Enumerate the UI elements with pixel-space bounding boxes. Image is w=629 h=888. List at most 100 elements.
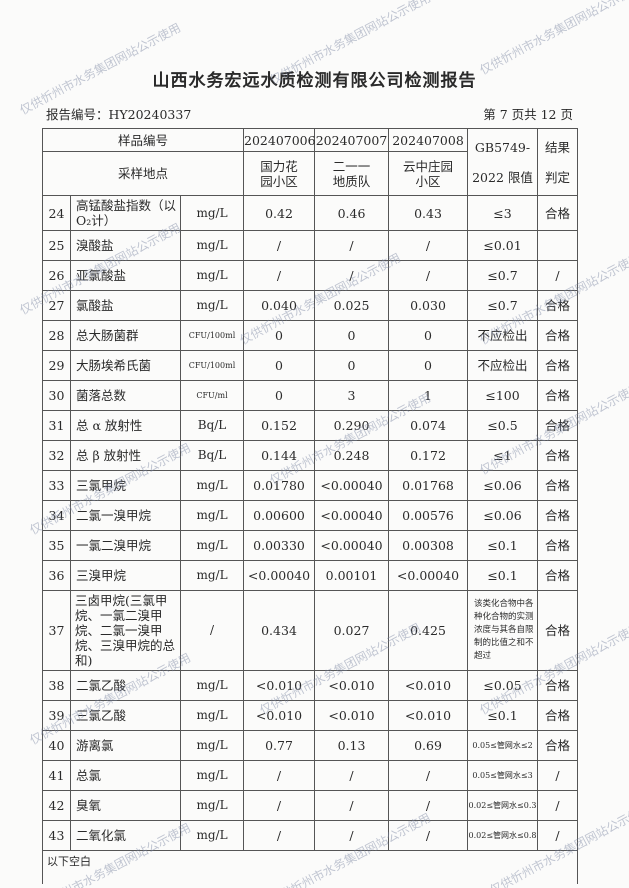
row-number: 27 xyxy=(42,290,71,321)
limit: ≤3 xyxy=(467,195,539,231)
value-1: 0.01780 xyxy=(243,470,316,501)
value-2: <0.00040 xyxy=(314,470,390,501)
table-row: 28 总大肠菌群 CFU/100ml 0 0 0 不应检出 合格 xyxy=(42,320,579,351)
item-name: 二氯乙酸 xyxy=(70,670,181,701)
value-1: / xyxy=(243,230,316,261)
row-number: 32 xyxy=(42,440,71,471)
row-number: 30 xyxy=(42,380,71,411)
table-row: 26 亚氯酸盐 mg/L / / / ≤0.7/ xyxy=(42,260,579,291)
value-3: 0.01768 xyxy=(388,470,469,501)
result: 合格 xyxy=(537,440,579,471)
row-number: 39 xyxy=(42,700,71,731)
sample-no: 202407007 xyxy=(314,128,390,152)
limit: 0.05≤管网水≤3 xyxy=(467,760,539,791)
value-1: / xyxy=(243,260,316,291)
item-name: 菌落总数 xyxy=(70,380,181,411)
row-number: 29 xyxy=(42,350,71,381)
value-3: 0 xyxy=(388,350,469,381)
value-2: / xyxy=(314,790,390,821)
limit: ≤0.1 xyxy=(467,700,539,731)
limit: ≤0.7 xyxy=(467,260,539,291)
limit: 0.02≤管网水≤0.8 xyxy=(467,820,539,851)
value-1: 0.434 xyxy=(243,590,316,671)
value-3: 0.43 xyxy=(388,195,469,231)
result: / xyxy=(537,260,579,291)
result: 合格 xyxy=(537,290,579,321)
value-3: / xyxy=(388,820,469,851)
unit: mg/L xyxy=(179,470,245,501)
limit-header: GB5749- 2022 限值 xyxy=(467,128,539,196)
value-2: 0 xyxy=(314,320,390,351)
table-row: 32 总 β 放射性 Bq/L 0.144 0.248 0.172 ≤1 合格 xyxy=(42,440,579,471)
table-row: 27 氯酸盐 mg/L 0.040 0.025 0.030 ≤0.7 合格 xyxy=(42,290,579,321)
value-2: 0.025 xyxy=(314,290,390,321)
footer-note: 以下空白 xyxy=(41,850,579,884)
unit: mg/L xyxy=(179,760,245,791)
value-3: 1 xyxy=(388,380,469,411)
result: 合格 xyxy=(537,380,579,411)
value-3: 0.00308 xyxy=(388,530,469,561)
result: 合格 xyxy=(537,470,579,501)
value-2: <0.010 xyxy=(314,670,390,701)
result xyxy=(537,230,579,261)
value-1: 0 xyxy=(243,380,316,411)
item-name: 总 α 放射性 xyxy=(70,410,181,441)
table-row: 39 三氯乙酸 mg/L <0.010 <0.010 <0.010 ≤0.1 合格 xyxy=(42,700,579,731)
table-row: 43 二氧化氯 mg/L / //0.02≤管网水≤0.8/ xyxy=(42,820,579,851)
item-name: 二氯一溴甲烷 xyxy=(70,500,181,531)
unit: mg/L xyxy=(179,290,245,321)
table-row: 38 二氯乙酸 mg/L <0.010 <0.010 <0.010 ≤0.05 合格 xyxy=(42,670,579,701)
value-3: 0.425 xyxy=(388,590,469,671)
table-row: 29 大肠埃希氏菌 CFU/100ml 0 0 0 不应检出 合格 xyxy=(42,350,579,381)
row-number: 40 xyxy=(42,730,71,761)
limit-header-1: GB5749- xyxy=(474,139,531,155)
table-row: 25 溴酸盐 mg/L / / / ≤0.01 xyxy=(42,230,579,261)
table-row: 33 三氯甲烷 mg/L 0.01780 <0.00040 0.01768 ≤0.06 合格 xyxy=(42,470,579,501)
site-label: 采样地点 xyxy=(41,151,245,196)
row-number: 31 xyxy=(42,410,71,441)
value-3: / xyxy=(388,260,469,291)
limit: 该类化合物中各种化合物的实测浓度与其各自限制的比值之和不超过 xyxy=(467,590,539,671)
limit: ≤0.7 xyxy=(467,290,539,321)
limit: ≤1 xyxy=(467,440,539,471)
results-table: 样品编号 202407006 202407007 202407008 GB574… xyxy=(41,128,579,884)
result: 合格 xyxy=(537,410,579,441)
value-2: / xyxy=(314,820,390,851)
unit: mg/L xyxy=(179,195,245,231)
unit: Bq/L xyxy=(179,410,245,441)
value-2: 3 xyxy=(314,380,390,411)
value-1: <0.010 xyxy=(243,670,316,701)
site: 国力花园小区 xyxy=(243,151,316,196)
item-name: 总大肠菌群 xyxy=(70,320,181,351)
result: 合格 xyxy=(537,590,579,671)
value-2: / xyxy=(314,260,390,291)
item-name: 大肠埃希氏菌 xyxy=(70,350,181,381)
limit: ≤100 xyxy=(467,380,539,411)
value-1: 0 xyxy=(243,350,316,381)
result: 合格 xyxy=(537,195,579,231)
site: 二一一地质队 xyxy=(314,151,390,196)
value-1: 0.152 xyxy=(243,410,316,441)
result: 合格 xyxy=(537,500,579,531)
result: 合格 xyxy=(537,350,579,381)
row-number: 24 xyxy=(42,195,71,231)
row-number: 35 xyxy=(42,530,71,561)
result-header-1: 结果 xyxy=(545,139,571,155)
row-number: 37 xyxy=(42,590,71,671)
table-row: 37 三卤甲烷(三氯甲烷、一氯二溴甲烷、二氯一溴甲烷、三溴甲烷的总和)/0.434… xyxy=(42,590,579,671)
row-number: 25 xyxy=(42,230,71,261)
value-3: / xyxy=(388,790,469,821)
result: / xyxy=(537,790,579,821)
sample-no-label: 样品编号 xyxy=(41,128,245,152)
table-row: 34 二氯一溴甲烷 mg/L 0.00600 <0.00040 0.00576 ≤0.06 合… xyxy=(42,500,579,531)
row-number: 33 xyxy=(42,470,71,501)
unit: mg/L xyxy=(179,700,245,731)
unit: mg/L xyxy=(179,790,245,821)
site: 云中庄园小区 xyxy=(388,151,469,196)
value-2: 0.248 xyxy=(314,440,390,471)
item-name: 三溴甲烷 xyxy=(70,560,181,591)
value-2: / xyxy=(314,230,390,261)
value-3: / xyxy=(388,760,469,791)
unit: CFU/ml xyxy=(179,380,245,411)
result: 合格 xyxy=(537,560,579,591)
